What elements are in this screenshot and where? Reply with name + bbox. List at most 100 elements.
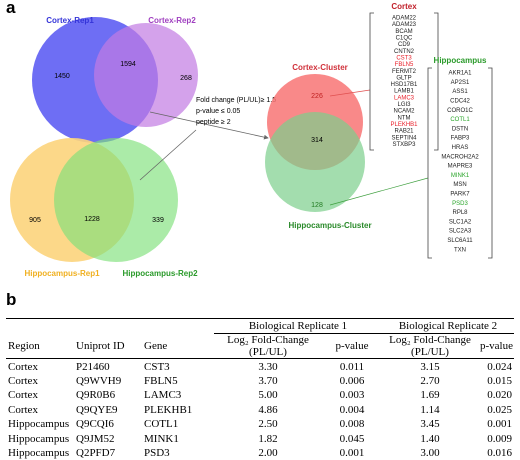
venn-label: Cortex-Rep1 [46, 16, 94, 25]
table-cell: 0.025 [487, 403, 512, 416]
table-cell: COTL1 [144, 418, 179, 431]
header-cell: Region [6, 333, 74, 360]
gene: MAPRE3 [448, 164, 473, 170]
table-cell: 0.016 [487, 446, 512, 459]
header-cell [74, 317, 142, 334]
connector [329, 177, 429, 206]
venn-circle [54, 138, 178, 262]
gene: LAMC3 [394, 95, 415, 101]
venn-label: Cortex-Cluster [292, 63, 348, 72]
table-cell: 0.024 [487, 360, 512, 373]
gene: ADAM23 [392, 22, 417, 28]
table-cell: Cortex [8, 360, 38, 373]
venn-count: 314 [311, 137, 323, 144]
header-cell: Log₂ Fold-Change (PL/UL) [382, 333, 478, 360]
gene: AKR1A1 [448, 71, 472, 77]
header-cell: p-value [322, 333, 382, 360]
gene: MACROH2A2 [441, 154, 479, 160]
venn-figure: Cortex-Rep1 Cortex-Rep2 1450 1594 268 Hi… [10, 2, 493, 278]
header-cell: Gene [142, 333, 214, 360]
table-cell: 0.020 [487, 389, 512, 402]
table-cell: FBLN5 [144, 374, 178, 387]
table-cell: 2.50 [258, 418, 278, 431]
panel-label: b [6, 290, 17, 309]
table-cell: Q9QYE9 [76, 403, 118, 416]
list-title: Hippocampus [434, 56, 487, 65]
table-cell: 0.009 [487, 432, 512, 445]
venn-count: 128 [311, 202, 323, 209]
gene: ASS1 [452, 89, 468, 95]
gene: SEPTIN4 [391, 135, 417, 141]
venn-label: Hippocampus-Cluster [288, 221, 371, 230]
table-cell: Cortex [8, 374, 38, 387]
table-cell: Cortex [8, 403, 38, 416]
venn-count: 268 [180, 75, 192, 82]
table-cell: Hippocampus [8, 446, 70, 459]
table-cell: Q9R0B6 [76, 389, 116, 402]
table-cell: 3.45 [420, 418, 440, 431]
header-cell [6, 317, 74, 334]
table-cell: 3.15 [420, 360, 440, 373]
header-cell [142, 317, 214, 334]
gene: STXBP3 [392, 142, 416, 148]
gene: CST3 [396, 55, 412, 61]
header-cell: Log₂ Fold-Change (PL/UL) [214, 333, 322, 360]
table-cell: 1.69 [420, 389, 440, 402]
table-cell: 1.40 [420, 432, 440, 445]
table-cell: 4.86 [258, 403, 278, 416]
gene: PARK7 [450, 191, 470, 197]
gene: FERMT2 [392, 69, 417, 75]
venn-count: 905 [29, 217, 41, 224]
venn-count: 226 [311, 93, 323, 100]
gene: DSTN [452, 126, 468, 132]
table-cell: Cortex [8, 389, 38, 402]
venn-label: Hippocampus-Rep2 [122, 269, 198, 278]
table-cell: 2.00 [258, 446, 278, 459]
table-cell: 2.70 [420, 374, 440, 387]
table-row: Cortex P21460 CST3 3.30 0.011 3.15 0.024 [6, 359, 514, 374]
table-cell: 0.001 [487, 418, 512, 431]
venn-count: 1228 [84, 216, 100, 223]
table-cell: 3.70 [258, 374, 278, 387]
gene: BCAM [395, 29, 412, 35]
gene: HRAS [452, 145, 469, 151]
criterion: peptide ≥ 2 [196, 119, 231, 126]
venn-count: 339 [152, 217, 164, 224]
gene: GLTP [396, 75, 411, 81]
table-cell: 1.82 [258, 432, 278, 445]
gene: NCAM2 [393, 109, 415, 115]
venn-label: Hippocampus-Rep1 [24, 269, 100, 278]
table-cell: PLEKHB1 [144, 403, 193, 416]
gene: LAMB1 [394, 89, 414, 95]
gene: TXN [454, 247, 466, 253]
table-row: Hippocampus Q9JM52 MINK1 1.82 0.045 1.40 0.009 [6, 431, 514, 445]
gene: SLC2A3 [449, 229, 472, 235]
gene: SLC6A11 [447, 238, 473, 244]
gene: ADAM22 [392, 16, 417, 22]
gene: RAB21 [394, 129, 414, 135]
table-cell: Q9WVH9 [76, 374, 122, 387]
venn-count: 1450 [54, 73, 70, 80]
connector [329, 89, 371, 97]
table-cell: P21460 [76, 360, 110, 373]
table-cell: MINK1 [144, 432, 179, 445]
table-row: Cortex Q9WVH9 FBLN5 3.70 0.006 2.70 0.015 [6, 374, 514, 388]
gene: COTL1 [450, 117, 470, 123]
table-cell: 0.008 [339, 418, 365, 431]
venn-circle [94, 23, 198, 127]
criterion: Fold change (PL/UL)≥ 1.5 [196, 97, 276, 104]
gene: MSN [453, 182, 466, 188]
header-row: Region Uniprot ID Gene Log₂ Fold-Change … [6, 333, 514, 360]
table-row: Hippocampus Q2PFD7 PSD3 2.00 0.001 3.00 0.016 [6, 446, 514, 460]
table-cell: CST3 [144, 360, 170, 373]
gene: AP2S1 [451, 80, 470, 86]
table-cell: Q2PFD7 [76, 446, 116, 459]
table-row: Cortex Q9R0B6 LAMC3 5.00 0.003 1.69 0.020 [6, 388, 514, 402]
panel-label: a [6, 0, 16, 17]
gene: CNTN2 [394, 49, 415, 55]
gene: MINK1 [451, 173, 470, 179]
gene: PLEKHB1 [390, 122, 418, 128]
table-cell: 0.015 [487, 374, 512, 387]
header-cell: Biological Replicate 2 [382, 317, 514, 335]
